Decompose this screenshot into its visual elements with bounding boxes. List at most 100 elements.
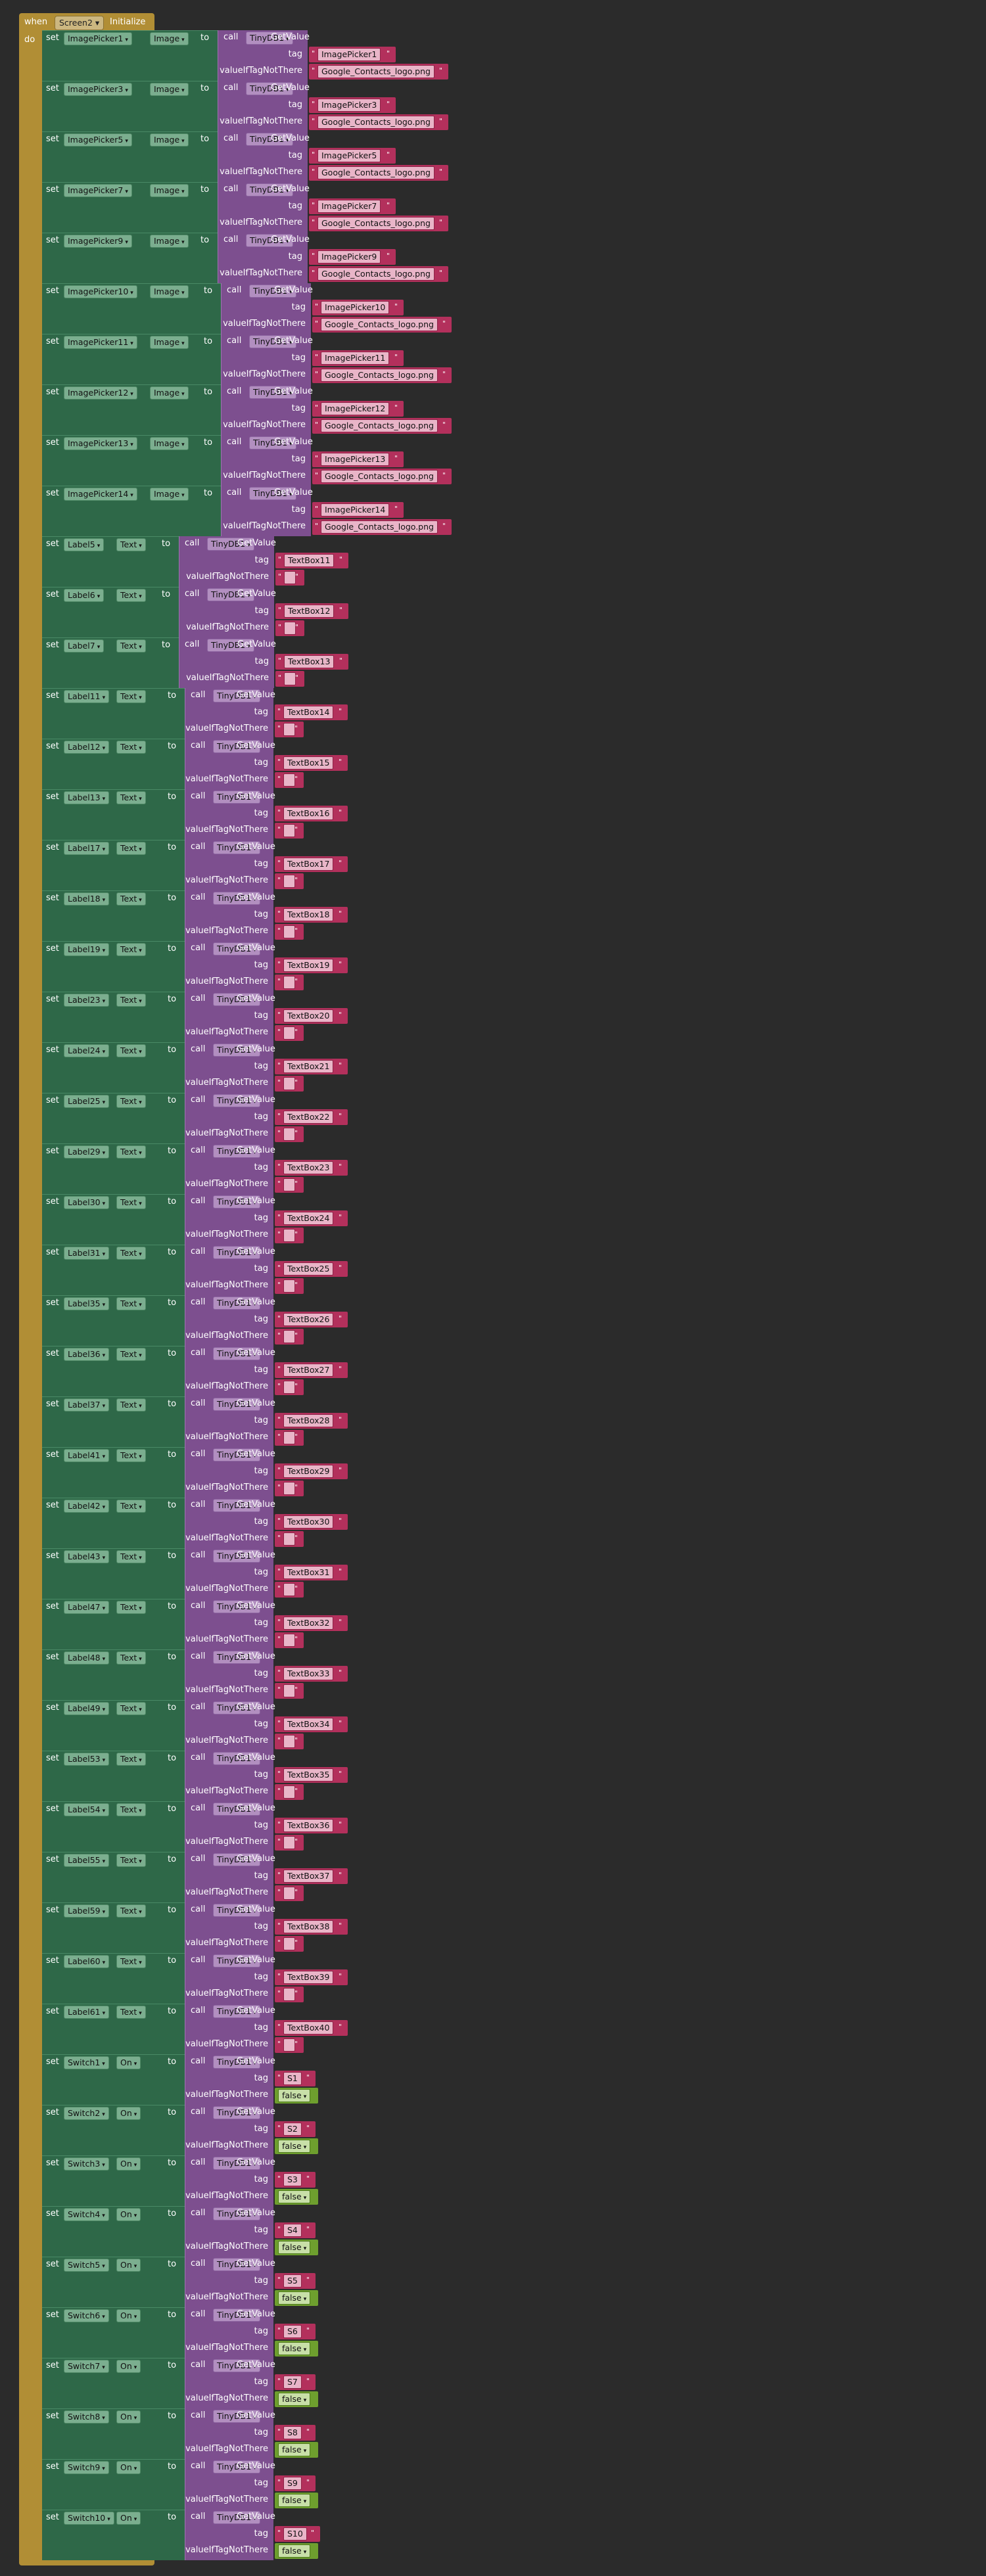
tinydb-getvalue-block[interactable]: call TinyDB1 ▾ GetValue tag valueIfTagNotTher… <box>185 1902 275 1953</box>
default-text-value[interactable]: Google_Contacts_logo.png <box>321 419 438 432</box>
component-dropdown[interactable]: Label42 ▾ <box>64 1500 110 1513</box>
tinydb-dropdown[interactable]: TinyDB1 ▾ <box>213 2157 260 2170</box>
setter-block[interactable]: set Label53 ▾ Text ▾ to call TinyDB1 ▾ GetValue ta… <box>42 1751 379 1801</box>
tinydb-getvalue-block[interactable]: call TinyDB1 ▾ GetValue tag valueIfTagNotTher… <box>185 840 275 890</box>
component-dropdown[interactable]: Label61 ▾ <box>64 2006 110 2019</box>
component-dropdown[interactable]: Label7 ▾ <box>64 639 105 653</box>
tag-text-value[interactable]: TextBox34 <box>283 1718 334 1731</box>
component-dropdown[interactable]: Switch4 ▾ <box>64 2208 109 2221</box>
setter-block[interactable]: set Label54 ▾ Text ▾ to call TinyDB1 ▾ GetValue ta… <box>42 1801 379 1852</box>
property-dropdown[interactable]: Image ▾ <box>150 184 189 197</box>
tag-text-value[interactable]: TextBox15 <box>283 756 334 770</box>
component-dropdown[interactable]: Label23 ▾ <box>64 994 110 1007</box>
tinydb-dropdown[interactable]: TinyDB1 ▾ <box>213 2309 260 2322</box>
default-text-block[interactable]: " Google_Contacts_logo.png " <box>309 165 448 181</box>
component-dropdown[interactable]: Label6 ▾ <box>64 589 105 602</box>
tinydb-getvalue-block[interactable]: call TinyDB1 ▾ GetValue tag valueIfTagNotTher… <box>185 941 275 992</box>
setter-block[interactable]: set Label60 ▾ Text ▾ to call TinyDB1 ▾ GetValue ta… <box>42 1953 379 2004</box>
default-text-block[interactable]: " " <box>275 1329 304 1345</box>
property-dropdown[interactable]: Text ▾ <box>116 538 146 551</box>
tag-text-block[interactable]: " TextBox15 " <box>275 755 348 771</box>
default-text-block[interactable]: " " <box>275 722 304 737</box>
property-dropdown[interactable]: Text ▾ <box>116 1196 146 1209</box>
tinydb-getvalue-block[interactable]: call TinyDB1 ▾ GetValue tag valueIfTagNotTher… <box>185 992 275 1042</box>
setter-block[interactable]: set Switch7 ▾ On ▾ to call TinyDB1 ▾ GetValue tag v… <box>42 2358 379 2408</box>
property-dropdown[interactable]: Text ▾ <box>116 690 146 703</box>
property-dropdown[interactable]: Text ▾ <box>116 1651 146 1665</box>
default-text-block[interactable]: " " <box>275 1784 304 1800</box>
property-dropdown[interactable]: Text ▾ <box>116 1500 146 1513</box>
tinydb-dropdown[interactable]: TinyDB1 ▾ <box>213 1094 260 1107</box>
setter-block[interactable]: set ImagePicker5 ▾ Image ▾ to call TinyDB1 ▾ GetV… <box>42 131 448 182</box>
tag-text-value[interactable]: TextBox26 <box>283 1313 334 1326</box>
tag-text-block[interactable]: " S3 " <box>275 2172 316 2188</box>
tag-text-block[interactable]: " TextBox14 " <box>275 704 348 720</box>
default-text-value[interactable]: Google_Contacts_logo.png <box>321 318 438 331</box>
tinydb-dropdown[interactable]: TinyDB1 ▾ <box>213 1701 260 1714</box>
default-text-block[interactable]: " Google_Contacts_logo.png " <box>312 317 452 333</box>
tag-text-block[interactable]: " S8 " <box>275 2425 316 2441</box>
setter-block[interactable]: set Label49 ▾ Text ▾ to call TinyDB1 ▾ GetValue ta… <box>42 1700 379 1751</box>
tinydb-getvalue-block[interactable]: call TinyDB1 ▾ GetValue tag valueIfTagNotTher… <box>179 637 276 688</box>
setter-block[interactable]: set Label41 ▾ Text ▾ to call TinyDB1 ▾ GetValue ta… <box>42 1447 379 1498</box>
default-text-value[interactable] <box>283 1381 295 1394</box>
component-dropdown[interactable]: ImagePicker14 ▾ <box>64 488 137 501</box>
tag-text-block[interactable]: " TextBox21 " <box>275 1059 348 1074</box>
property-dropdown[interactable]: On ▾ <box>116 2157 141 2171</box>
property-dropdown[interactable]: Image ▾ <box>150 437 189 450</box>
setter-block[interactable]: set Label19 ▾ Text ▾ to call TinyDB1 ▾ GetValue ta… <box>42 941 379 992</box>
tag-text-block[interactable]: " TextBox17 " <box>275 856 348 872</box>
component-dropdown[interactable]: Label29 ▾ <box>64 1145 110 1159</box>
default-text-block[interactable]: " " <box>275 1531 304 1547</box>
tag-text-value[interactable]: S10 <box>283 2527 307 2541</box>
component-dropdown[interactable]: Label35 ▾ <box>64 1297 110 1310</box>
tinydb-dropdown[interactable]: TinyDB1 ▾ <box>213 2359 260 2372</box>
tinydb-dropdown[interactable]: TinyDB1 ▾ <box>207 588 254 601</box>
property-dropdown[interactable]: On ▾ <box>116 2512 141 2525</box>
default-text-value[interactable] <box>283 1178 295 1191</box>
tag-text-value[interactable]: S8 <box>283 2426 302 2439</box>
tag-text-value[interactable]: ImagePicker3 <box>317 99 381 112</box>
tag-text-block[interactable]: " TextBox35 " <box>275 1767 348 1783</box>
default-text-block[interactable]: " " <box>275 1987 304 2002</box>
setter-block[interactable]: set Switch1 ▾ On ▾ to call TinyDB1 ▾ GetValue tag v… <box>42 2054 379 2105</box>
tag-text-block[interactable]: " TextBox11 " <box>275 553 348 568</box>
default-text-block[interactable]: " Google_Contacts_logo.png " <box>309 216 448 231</box>
tag-text-value[interactable]: TextBox27 <box>283 1364 334 1377</box>
default-text-block[interactable]: " Google_Contacts_logo.png " <box>312 469 452 484</box>
tinydb-dropdown[interactable]: TinyDB1 ▾ <box>213 2106 260 2119</box>
component-dropdown[interactable]: Label48 ▾ <box>64 1651 110 1665</box>
tag-text-value[interactable]: S6 <box>283 2325 302 2338</box>
property-dropdown[interactable]: Text ▾ <box>116 1348 146 1361</box>
property-dropdown[interactable]: Image ▾ <box>150 133 189 147</box>
default-text-value[interactable]: Google_Contacts_logo.png <box>321 520 438 534</box>
tinydb-dropdown[interactable]: TinyDB1 ▾ <box>207 538 254 551</box>
component-dropdown[interactable]: Switch9 ▾ <box>64 2461 109 2474</box>
setter-block[interactable]: set Switch5 ▾ On ▾ to call TinyDB1 ▾ GetValue tag v… <box>42 2257 379 2307</box>
default-text-block[interactable]: " " <box>275 570 304 586</box>
tag-text-block[interactable]: " TextBox20 " <box>275 1008 348 1024</box>
tag-text-value[interactable]: ImagePicker10 <box>321 301 390 314</box>
false-dropdown[interactable]: false ▾ <box>278 2140 311 2153</box>
component-dropdown[interactable]: ImagePicker1 ▾ <box>64 32 132 45</box>
tag-text-block[interactable]: " TextBox18 " <box>275 907 348 923</box>
component-dropdown[interactable]: Label60 ▾ <box>64 1955 110 1968</box>
tinydb-dropdown[interactable]: TinyDB1 ▾ <box>249 386 296 399</box>
default-text-value[interactable] <box>283 1887 295 1900</box>
component-dropdown[interactable]: ImagePicker9 ▾ <box>64 235 132 248</box>
setter-block[interactable]: set ImagePicker3 ▾ Image ▾ to call TinyDB1 ▾ GetV… <box>42 81 448 131</box>
setter-block[interactable]: set Label37 ▾ Text ▾ to call TinyDB1 ▾ GetValue ta… <box>42 1396 379 1447</box>
tinydb-dropdown[interactable]: TinyDB1 ▾ <box>213 740 260 753</box>
tag-text-value[interactable]: ImagePicker11 <box>321 352 390 365</box>
tinydb-getvalue-block[interactable]: call TinyDB1 ▾ GetValue tag valueIfTagNotTher… <box>218 182 310 233</box>
component-dropdown[interactable]: Label53 ▾ <box>64 1753 110 1766</box>
tinydb-dropdown[interactable]: TinyDB1 ▾ <box>213 2056 260 2069</box>
tag-text-block[interactable]: " TextBox37 " <box>275 1868 348 1884</box>
default-text-block[interactable]: " " <box>275 772 304 788</box>
tag-text-block[interactable]: " ImagePicker1 " <box>309 47 396 62</box>
setter-block[interactable]: set Label25 ▾ Text ▾ to call TinyDB1 ▾ GetValue ta… <box>42 1093 379 1143</box>
property-dropdown[interactable]: Text ▾ <box>116 1247 146 1260</box>
component-dropdown[interactable]: Switch2 ▾ <box>64 2107 109 2120</box>
tinydb-dropdown[interactable]: TinyDB1 ▾ <box>213 1853 260 1866</box>
setter-block[interactable]: set Switch2 ▾ On ▾ to call TinyDB1 ▾ GetValue tag v… <box>42 2105 379 2155</box>
